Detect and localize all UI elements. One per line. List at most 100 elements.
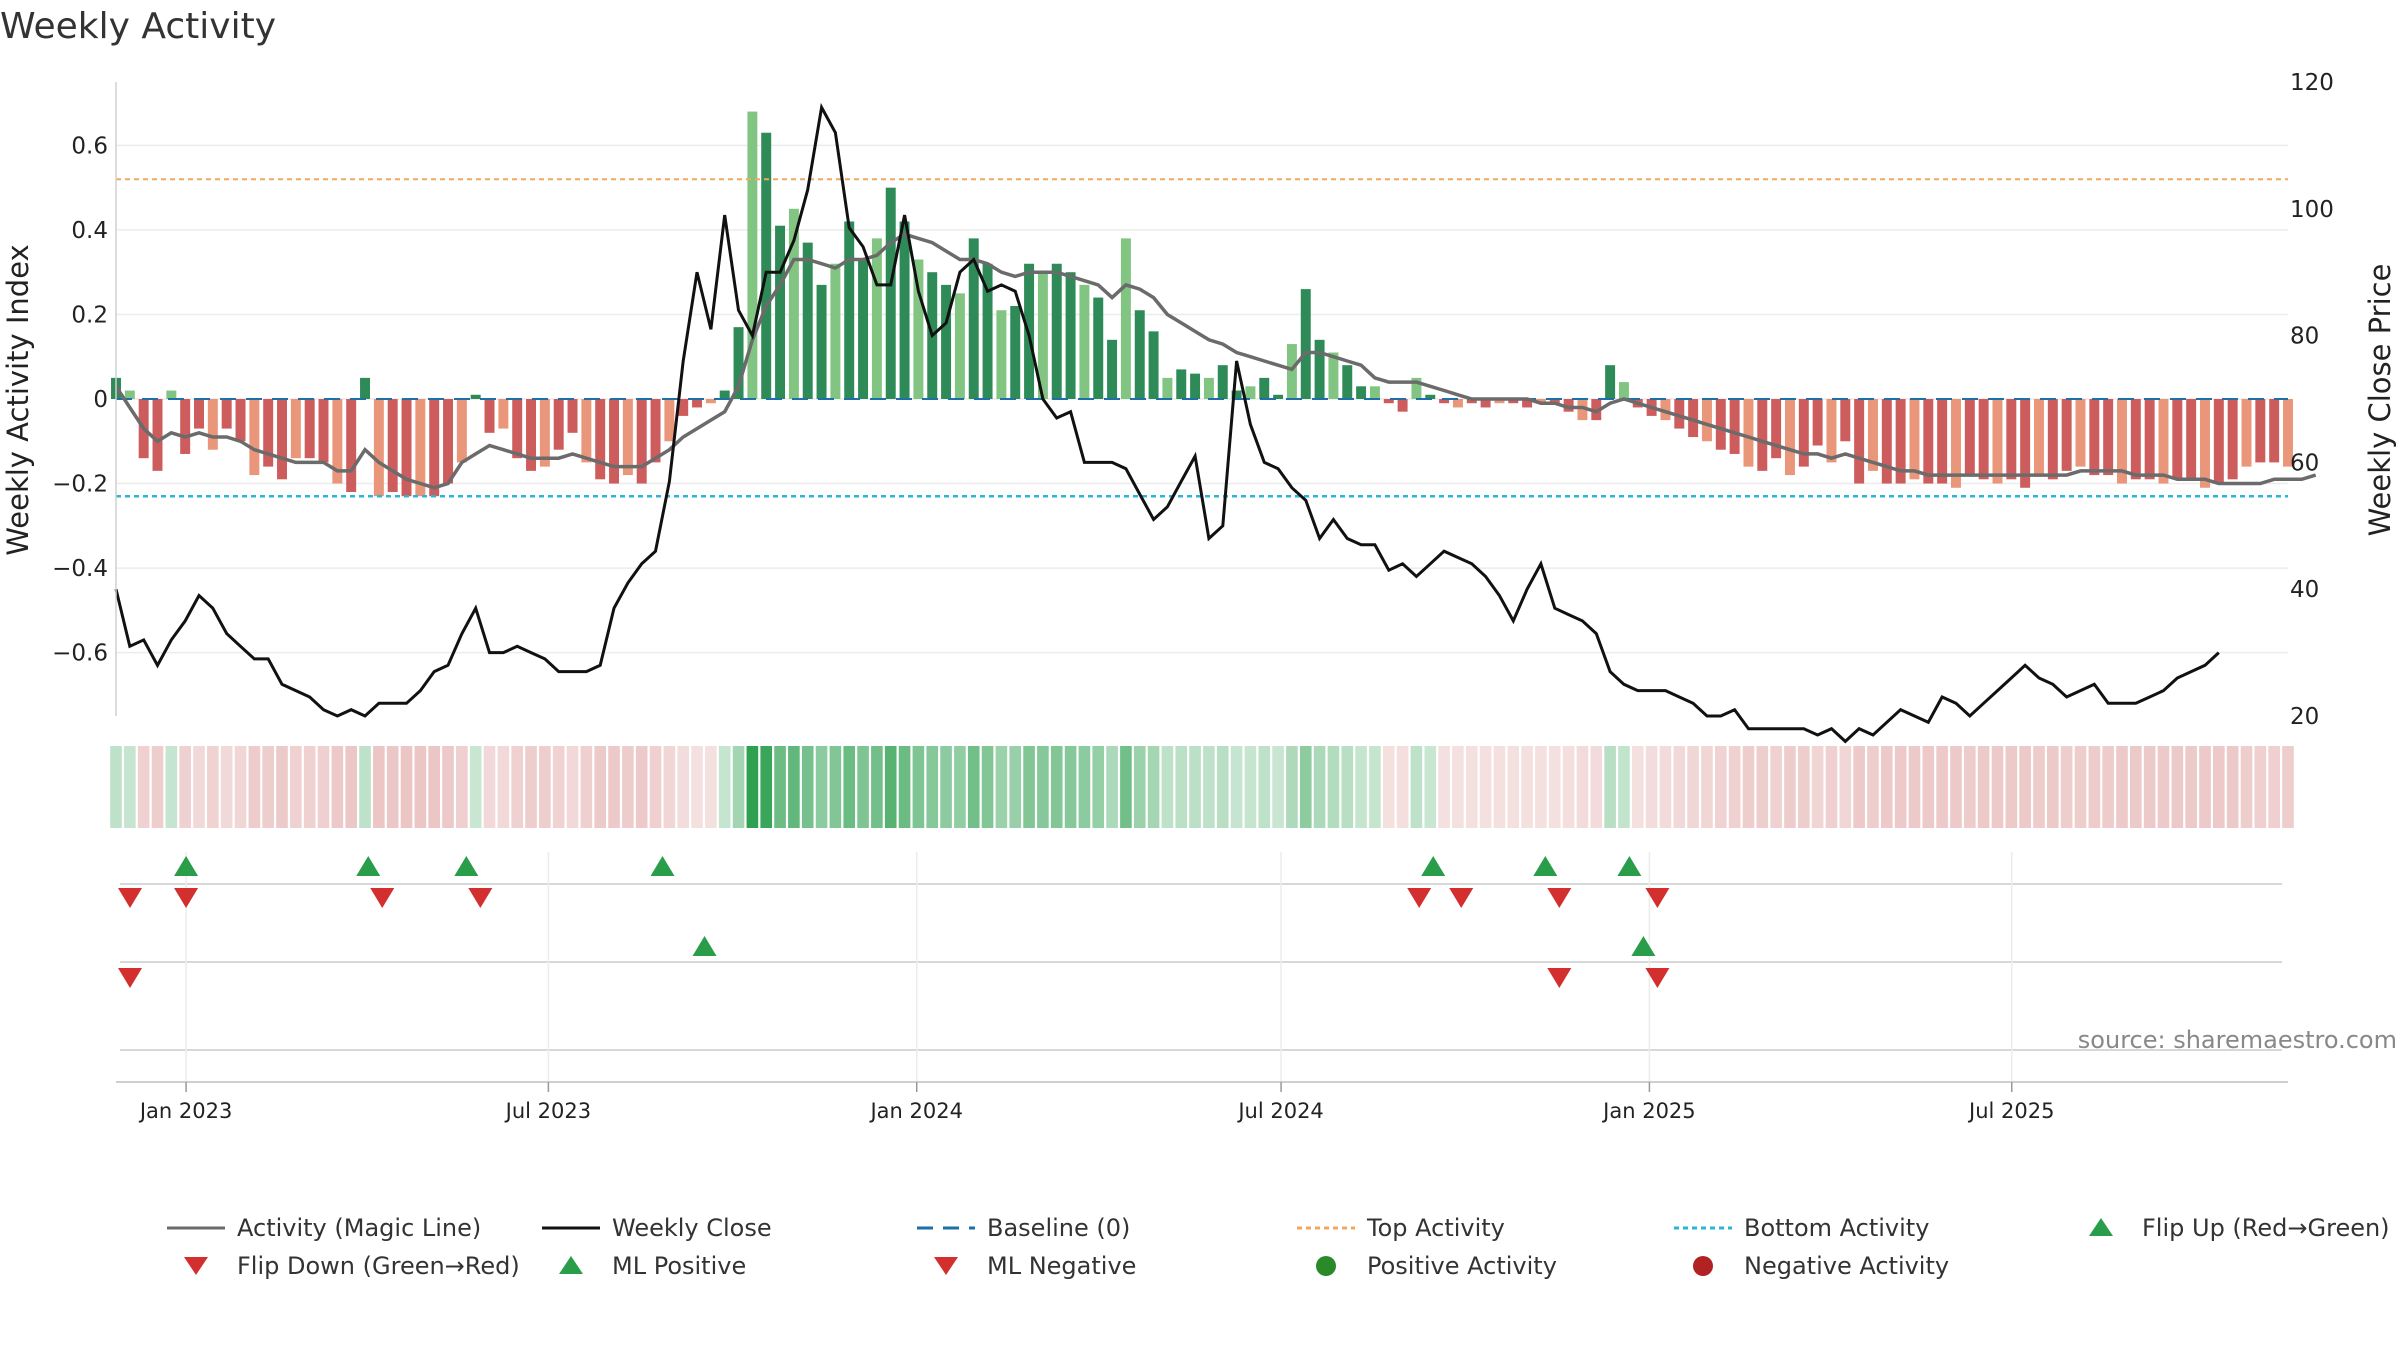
flip-down-marker bbox=[468, 888, 493, 908]
activity-bar bbox=[1231, 390, 1242, 399]
heat-cell bbox=[1452, 746, 1464, 828]
heat-cell bbox=[1037, 746, 1049, 828]
y-left-tick-label: −0.2 bbox=[52, 472, 108, 498]
flip-up-marker bbox=[1617, 856, 1642, 876]
activity-bar bbox=[1950, 399, 1961, 488]
y-right-tick-label: 80 bbox=[2290, 324, 2319, 350]
heat-cell bbox=[497, 746, 510, 828]
activity-bar bbox=[968, 238, 979, 399]
legend-label: Activity (Magic Line) bbox=[237, 1214, 482, 1242]
legend-label: Flip Up (Red→Green) bbox=[2142, 1214, 2390, 1242]
heat-cell bbox=[2143, 746, 2156, 828]
activity-bar bbox=[124, 390, 135, 399]
legend-swatch bbox=[542, 1226, 600, 1230]
heat-cell bbox=[843, 746, 856, 828]
legend-swatch-triangle bbox=[2089, 1218, 2113, 1236]
activity-bar bbox=[2213, 399, 2224, 484]
magic-line bbox=[114, 232, 2317, 490]
activity-bar bbox=[152, 399, 163, 471]
heat-cell bbox=[2060, 746, 2073, 828]
activity-bar bbox=[1259, 377, 1270, 399]
activity-bar bbox=[1273, 394, 1284, 399]
heat-cell bbox=[705, 746, 717, 828]
legend: Activity (Magic Line) Weekly Close Baselin… bbox=[0, 1200, 2400, 1320]
legend-item: Flip Down (Green→Red) bbox=[165, 1252, 520, 1280]
heat-cell bbox=[234, 746, 247, 828]
weekly-close-line bbox=[114, 102, 2220, 744]
heat-cell bbox=[1521, 746, 1533, 828]
x-tick-label: Jul 2025 bbox=[1967, 1099, 2054, 1123]
legend-swatch bbox=[1316, 1256, 1336, 1276]
heat-cell bbox=[1092, 746, 1105, 828]
activity-bar bbox=[332, 399, 343, 484]
heat-cell bbox=[1701, 746, 1713, 828]
heat-cell bbox=[1825, 746, 1838, 828]
heat-cell bbox=[1313, 746, 1326, 828]
heat-cell bbox=[345, 746, 357, 828]
heat-cell bbox=[2116, 746, 2128, 828]
activity-bar bbox=[678, 399, 689, 416]
heat-cell bbox=[663, 746, 676, 828]
activity-bar bbox=[2241, 399, 2252, 467]
flip-up-marker bbox=[356, 856, 381, 876]
activity-bar bbox=[1328, 352, 1339, 399]
legend-label: Negative Activity bbox=[1744, 1252, 1950, 1280]
legend-swatch bbox=[167, 1226, 225, 1230]
flip-down-marker bbox=[118, 888, 143, 908]
activity-bar bbox=[2061, 399, 2072, 471]
heat-cell bbox=[442, 746, 454, 828]
activity-bar bbox=[1065, 272, 1076, 399]
heat-cell bbox=[1203, 746, 1215, 828]
activity-bar bbox=[954, 293, 965, 399]
activity-bar bbox=[1162, 377, 1173, 399]
activity-bar bbox=[1190, 373, 1201, 399]
activity-bar bbox=[567, 399, 578, 433]
y-right-tick-label: 120 bbox=[2290, 70, 2334, 96]
heat-cell bbox=[815, 746, 828, 828]
activity-bar bbox=[443, 399, 454, 484]
heat-cell bbox=[1424, 746, 1437, 828]
heat-cell bbox=[981, 746, 994, 828]
activity-bar bbox=[1342, 365, 1353, 399]
activity-bar bbox=[1010, 306, 1021, 399]
activity-bar bbox=[290, 399, 301, 459]
activity-bar bbox=[1120, 238, 1131, 399]
activity-bar bbox=[1812, 399, 1823, 446]
legend-swatch bbox=[1693, 1256, 1713, 1276]
heat-cell bbox=[1659, 746, 1672, 828]
heat-cell bbox=[1908, 746, 1921, 828]
activity-bar bbox=[2227, 399, 2238, 480]
activity-bar bbox=[512, 399, 523, 459]
activity-bar bbox=[650, 399, 661, 463]
series-lines bbox=[114, 102, 2317, 744]
legend-swatch-triangle bbox=[934, 1257, 958, 1275]
x-tick-label: Jul 2024 bbox=[1236, 1099, 1323, 1123]
heat-cell bbox=[1175, 746, 1188, 828]
heat-cell bbox=[2005, 746, 2018, 828]
heat-cell bbox=[2268, 746, 2280, 828]
activity-bar bbox=[1923, 399, 1934, 484]
heat-cell bbox=[1078, 746, 1091, 828]
activity-bar bbox=[788, 208, 799, 399]
activity-bar bbox=[2186, 399, 2197, 480]
heat-cell bbox=[1562, 746, 1575, 828]
heat-cell bbox=[1714, 746, 1727, 828]
activity-bar bbox=[1688, 399, 1699, 438]
ml-positive-marker bbox=[692, 936, 717, 956]
heat-cell bbox=[2213, 746, 2225, 828]
heat-cell bbox=[566, 746, 579, 828]
heat-cell bbox=[373, 746, 385, 828]
heat-cell bbox=[1756, 746, 1769, 828]
activity-bar bbox=[1286, 344, 1297, 399]
activity-bar bbox=[429, 399, 440, 497]
x-tick-label: Jul 2023 bbox=[504, 1099, 591, 1123]
y-left-tick-label: 0.6 bbox=[71, 133, 108, 159]
activity-bar bbox=[581, 399, 592, 463]
heat-cell bbox=[2033, 746, 2045, 828]
heat-cell bbox=[1050, 746, 1063, 828]
activity-bar bbox=[1729, 399, 1740, 454]
activity-bar bbox=[1577, 399, 1588, 421]
activity-bar bbox=[1909, 399, 1920, 480]
activity-bar bbox=[1937, 399, 1948, 484]
activity-bar bbox=[747, 111, 758, 399]
